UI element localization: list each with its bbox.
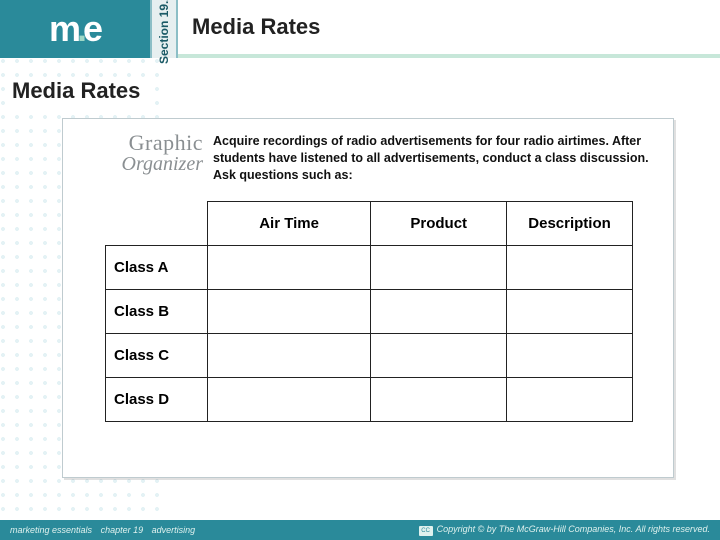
logo-m: m [49,8,79,50]
footer-topic: advertising [152,525,196,535]
logo-e: e [83,8,101,50]
table-row: Class C [106,334,633,378]
header-bar: m.e Section 19.2 Media Rates [0,0,720,58]
graphic-organizer-line2: Organizer [73,154,203,175]
cell-description [507,334,633,378]
footer-bar: marketing essentials chapter 19 advertis… [0,520,720,540]
cell-airtime [207,334,371,378]
footer-copyright: Copyright © by The McGraw-Hill Companies… [437,524,710,534]
cell-description [507,246,633,290]
content-panel: Graphic Organizer Acquire recordings of … [62,118,674,478]
cell-product [371,246,507,290]
cell-product [371,290,507,334]
instruction-text: Acquire recordings of radio advertisemen… [213,133,653,184]
col-description: Description [507,202,633,246]
graphic-organizer-label: Graphic Organizer [73,131,203,175]
table-header-row: Air Time Product Description [106,202,633,246]
row-label: Class B [106,290,208,334]
row-label: Class D [106,378,208,422]
footer-right: CC Copyright © by The McGraw-Hill Compani… [419,524,710,536]
cell-description [507,378,633,422]
section-strip: Section 19.2 [150,0,178,58]
cell-description [507,290,633,334]
airtime-table: Air Time Product Description Class A Cla… [105,201,633,422]
table-row: Class A [106,246,633,290]
row-label: Class A [106,246,208,290]
row-label: Class C [106,334,208,378]
cell-product [371,378,507,422]
col-product: Product [371,202,507,246]
col-airtime: Air Time [207,202,371,246]
footer-chapter: chapter 19 [101,525,144,535]
table-row: Class D [106,378,633,422]
cell-airtime [207,378,371,422]
page-subtitle: Media Rates [12,78,146,106]
footer-brand: marketing essentials [10,525,92,535]
copyright-icon: CC [419,526,433,536]
brand-logo: m.e [0,0,150,58]
table-corner-blank [106,202,208,246]
graphic-organizer-line1: Graphic [73,131,203,154]
cell-airtime [207,246,371,290]
footer-left: marketing essentials chapter 19 advertis… [10,525,195,535]
cell-airtime [207,290,371,334]
section-label: Section 19.2 [157,0,171,64]
table-row: Class B [106,290,633,334]
page-title: Media Rates [178,0,720,58]
cell-product [371,334,507,378]
